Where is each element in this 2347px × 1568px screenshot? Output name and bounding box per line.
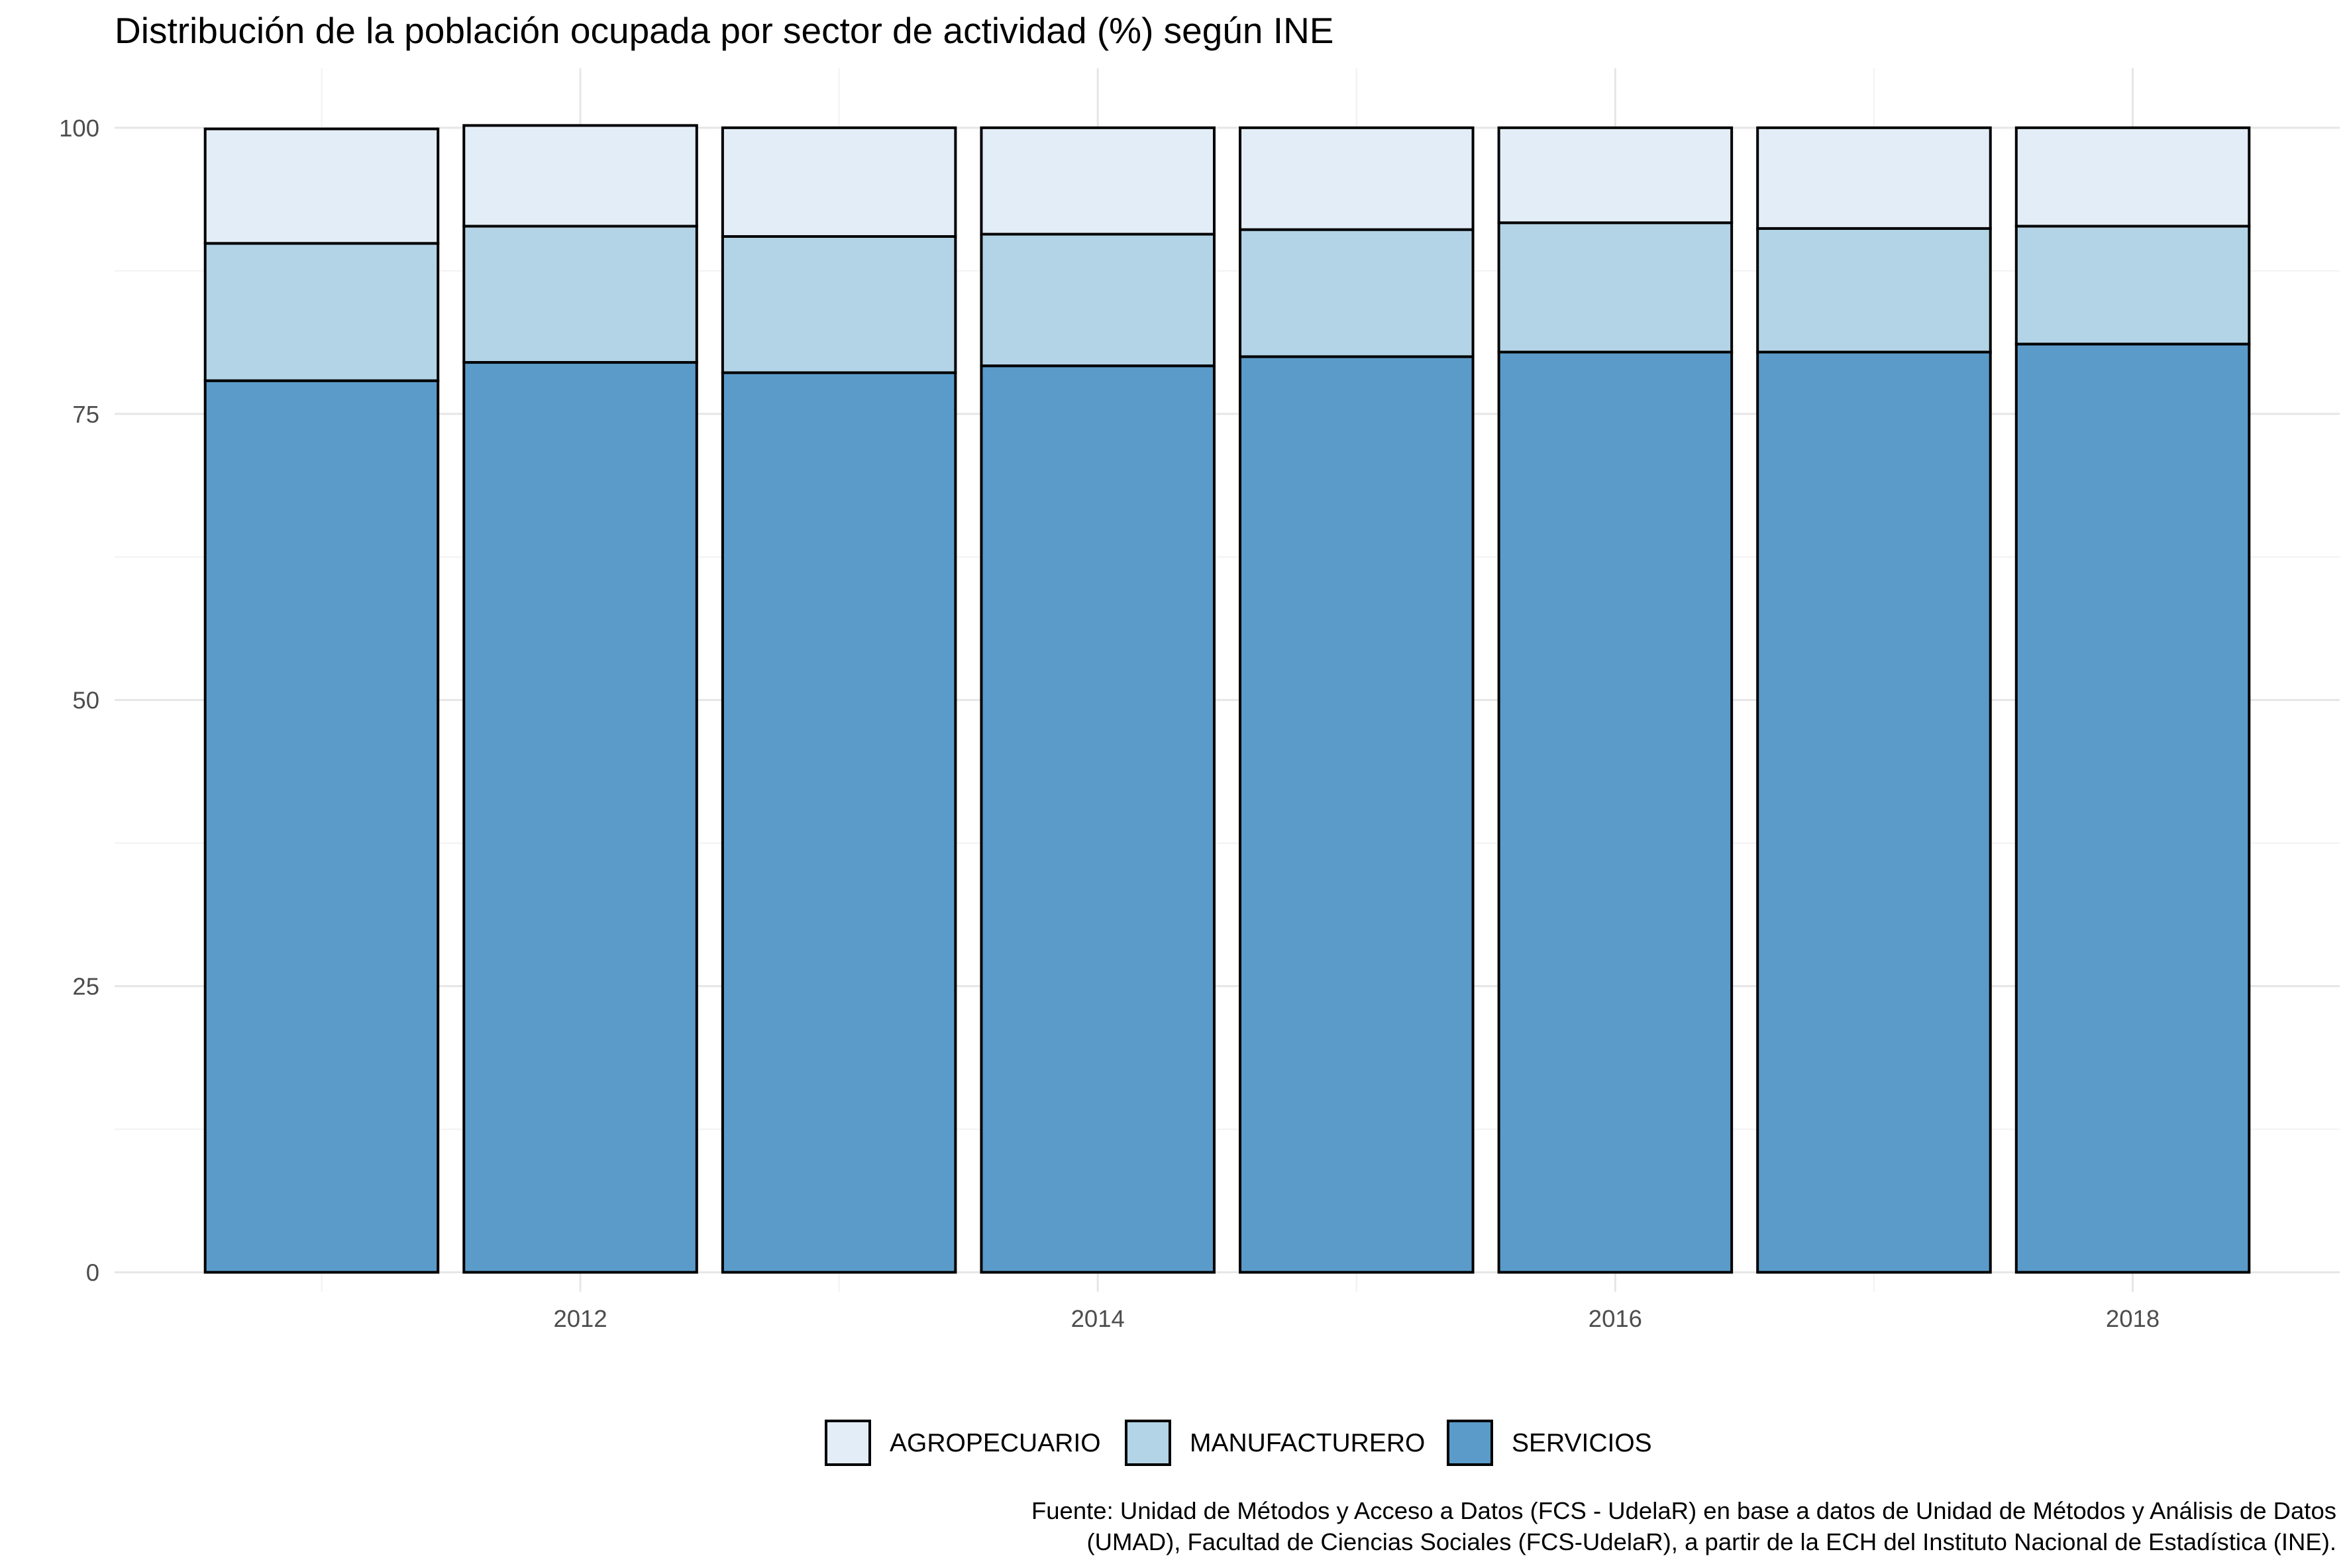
legend-label-servicios: SERVICIOS bbox=[1512, 1429, 1652, 1457]
bar-servicios-2011 bbox=[203, 379, 440, 1274]
y-tick-label: 50 bbox=[72, 687, 99, 714]
bar-servicios-2013 bbox=[721, 371, 957, 1274]
bar-manufacturero-2016 bbox=[1497, 221, 1734, 354]
bar-manufacturero-2018 bbox=[2014, 225, 2251, 346]
y-tick-label: 25 bbox=[72, 973, 99, 1000]
x-tick-label: 2012 bbox=[553, 1305, 607, 1332]
bar-agropecuario-2016 bbox=[1497, 126, 1734, 225]
bar-servicios-2014 bbox=[980, 364, 1216, 1274]
bar-manufacturero-2017 bbox=[1756, 227, 1992, 354]
source-caption-line-1: Fuente: Unidad de Métodos y Acceso a Dat… bbox=[1031, 1497, 2336, 1524]
bar-agropecuario-2017 bbox=[1756, 126, 1992, 230]
bar-agropecuario-2012 bbox=[462, 124, 698, 228]
bar-agropecuario-2013 bbox=[721, 126, 957, 238]
legend-key-agropecuario bbox=[825, 1420, 871, 1466]
bar-agropecuario-2014 bbox=[980, 126, 1216, 236]
grid-lines bbox=[115, 68, 2340, 1292]
legend-key-manufacturero bbox=[1125, 1420, 1171, 1466]
legend-label-agropecuario: AGROPECUARIO bbox=[890, 1429, 1101, 1457]
x-tick-label: 2018 bbox=[2106, 1305, 2160, 1332]
legend-label-manufacturero: MANUFACTURERO bbox=[1190, 1429, 1425, 1457]
legend-key-servicios bbox=[1447, 1420, 1493, 1466]
y-tick-label: 100 bbox=[59, 115, 99, 142]
chart-title: Distribución de la población ocupada por… bbox=[115, 10, 1334, 51]
bar-agropecuario-2018 bbox=[2014, 126, 2251, 228]
bar-manufacturero-2012 bbox=[462, 225, 698, 364]
bar-servicios-2012 bbox=[462, 361, 698, 1274]
bars-layer bbox=[203, 124, 2251, 1274]
source-caption-line-2: (UMAD), Facultad de Ciencias Sociales (F… bbox=[1086, 1528, 2336, 1555]
y-tick-label: 0 bbox=[86, 1259, 99, 1286]
bar-agropecuario-2015 bbox=[1239, 126, 1475, 231]
x-axis: 2012 2014 2016 2018 bbox=[553, 1305, 2160, 1332]
x-tick-label: 2014 bbox=[1071, 1305, 1125, 1332]
bar-manufacturero-2011 bbox=[203, 242, 440, 382]
bar-servicios-2018 bbox=[2014, 342, 2251, 1274]
bar-manufacturero-2013 bbox=[721, 235, 957, 374]
bar-servicios-2015 bbox=[1239, 355, 1475, 1274]
bar-manufacturero-2015 bbox=[1239, 228, 1475, 358]
bar-manufacturero-2014 bbox=[980, 233, 1216, 368]
bar-agropecuario-2011 bbox=[203, 127, 440, 245]
bar-servicios-2016 bbox=[1497, 350, 1734, 1274]
y-tick-label: 75 bbox=[72, 401, 99, 428]
y-axis: 0 25 50 75 100 bbox=[59, 115, 99, 1286]
x-tick-label: 2016 bbox=[1589, 1305, 1642, 1332]
legend: AGROPECUARIO MANUFACTURERO SERVICIOS bbox=[825, 1420, 1652, 1466]
bar-servicios-2017 bbox=[1756, 350, 1992, 1274]
